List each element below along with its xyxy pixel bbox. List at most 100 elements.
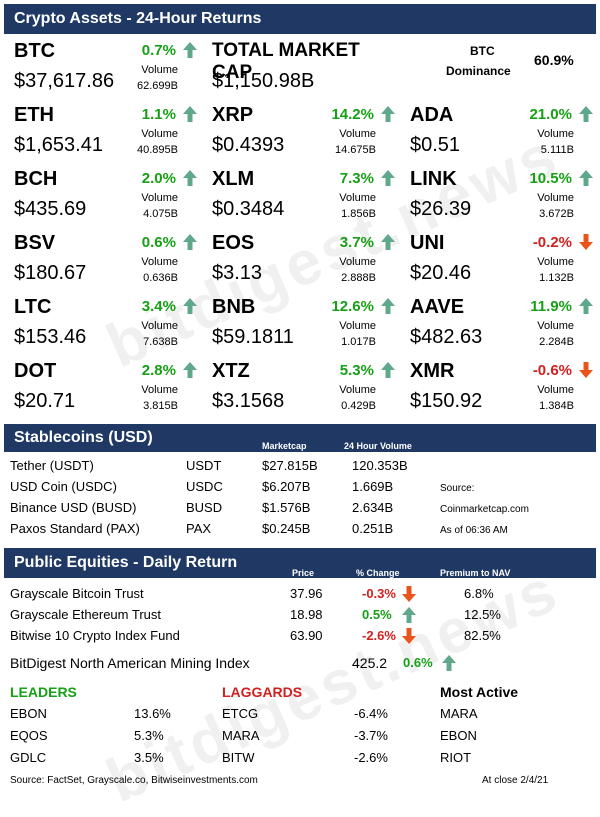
asset-price: $20.71 — [14, 390, 76, 412]
equity-change: -0.3% — [362, 586, 396, 601]
asset-price: $435.69 — [14, 198, 87, 220]
most-active-ticker: EBON — [440, 728, 477, 743]
asset-volume-label: Volume — [537, 320, 574, 332]
stablecoin-marketcap: $27.815B — [262, 458, 318, 473]
asset-cell-bnb: BNB $59.1811 12.6% Volume 1.017B — [202, 292, 398, 356]
asset-volume: 40.895B — [137, 144, 178, 156]
asset-change: 1.1% — [141, 106, 176, 123]
asset-symbol: BNB — [212, 296, 256, 318]
arrow-up-icon — [381, 234, 395, 250]
arrow-up-icon — [579, 298, 593, 314]
asset-cell-dot: DOT $20.71 2.8% Volume 3.815B — [4, 356, 200, 420]
asset-price: $0.51 — [410, 134, 461, 156]
leaders-title: LEADERS — [10, 684, 77, 700]
leader-value: 5.3% — [134, 728, 164, 743]
asset-volume-label: Volume — [537, 128, 574, 140]
laggard-ticker: ETCG — [222, 706, 259, 721]
arrow-up-icon — [381, 362, 395, 378]
stablecoin-ticker: PAX — [186, 521, 212, 536]
stablecoin-volume: 120.353B — [352, 458, 408, 473]
asset-symbol: BCH — [14, 168, 58, 190]
stablecoins-col-marketcap: Marketcap — [262, 441, 307, 451]
stablecoin-name: Paxos Standard (PAX) — [10, 521, 140, 536]
equities-title-bar: Public Equities - Daily Return Price % C… — [4, 548, 596, 578]
asset-symbol: AAVE — [410, 296, 465, 318]
asset-cell-ltc: LTC $153.46 3.4% Volume 7.638B — [4, 292, 200, 356]
asset-price: $150.92 — [410, 390, 483, 412]
asset-change: 11.9% — [530, 298, 572, 315]
asset-volume-label: Volume — [339, 320, 376, 332]
arrow-up-icon — [183, 170, 197, 186]
total-market-cap-value: $1,150.98B — [212, 70, 315, 92]
asset-volume: 14.675B — [335, 144, 376, 156]
leader-ticker: EQOS — [10, 728, 48, 743]
asset-change: 0.7% — [141, 42, 176, 59]
arrow-down-icon — [402, 586, 416, 602]
asset-volume-label: Volume — [141, 384, 178, 396]
equity-name: Bitwise 10 Crypto Index Fund — [10, 628, 180, 643]
asset-symbol: DOT — [14, 360, 57, 382]
asset-volume: 7.638B — [143, 336, 178, 348]
asset-volume-label: Volume — [141, 256, 178, 268]
equity-change: -2.6% — [362, 628, 396, 643]
btc-dominance-label-1: BTC — [470, 44, 495, 58]
asset-volume: 2.888B — [341, 272, 376, 284]
asset-price: $180.67 — [14, 262, 87, 284]
asset-cell-link: LINK $26.39 10.5% Volume 3.672B — [400, 164, 596, 228]
asset-volume-label: Volume — [339, 128, 376, 140]
asset-change: 0.6% — [141, 234, 176, 251]
asset-cell-eos: EOS $3.13 3.7% Volume 2.888B — [202, 228, 398, 292]
arrow-up-icon — [402, 607, 416, 623]
crypto-grid: TOTAL MARKET CAP $1,150.98B BTC Dominanc… — [4, 36, 596, 420]
asset-symbol: LINK — [410, 168, 457, 190]
stablecoins-as-of: As of 06:36 AM — [440, 525, 508, 536]
asset-cell-uni: UNI $20.46 -0.2% Volume 1.132B — [400, 228, 596, 292]
equities-title: Public Equities - Daily Return — [14, 554, 238, 571]
asset-change: 3.7% — [339, 234, 374, 251]
arrow-up-icon — [183, 362, 197, 378]
equities-col-change: % Change — [356, 568, 400, 578]
asset-change: 3.4% — [141, 298, 176, 315]
stablecoin-ticker: USDT — [186, 458, 222, 473]
laggard-ticker: BITW — [222, 750, 255, 765]
asset-volume-label: Volume — [141, 320, 178, 332]
arrow-up-icon — [183, 234, 197, 250]
asset-symbol: XMR — [410, 360, 455, 382]
stablecoin-volume: 2.634B — [352, 500, 394, 515]
asset-volume: 5.111B — [540, 144, 574, 156]
arrow-up-icon — [381, 298, 395, 314]
stablecoin-marketcap: $1.576B — [262, 500, 311, 515]
asset-change: 2.0% — [141, 170, 176, 187]
asset-cell-xlm: XLM $0.3484 7.3% Volume 1.856B — [202, 164, 398, 228]
equities-col-premium: Premium to NAV — [440, 568, 511, 578]
stablecoin-ticker: BUSD — [186, 500, 223, 515]
asset-change: 10.5% — [529, 170, 572, 187]
asset-symbol: ETH — [14, 104, 54, 126]
equity-change: 0.5% — [362, 607, 392, 622]
footer-sources: Source: FactSet, Grayscale.co, Bitwisein… — [10, 775, 258, 786]
asset-cell-aave: AAVE $482.63 11.9% Volume 2.284B — [400, 292, 596, 356]
equity-premium: 12.5% — [464, 607, 501, 622]
asset-symbol: BSV — [14, 232, 56, 254]
asset-price: $3.1568 — [212, 390, 285, 412]
asset-volume: 1.017B — [341, 336, 376, 348]
asset-cell-btc: BTC $37,617.86 0.7% Volume 62.699B — [4, 36, 200, 100]
asset-symbol: EOS — [212, 232, 255, 254]
asset-change: 2.8% — [141, 362, 176, 379]
asset-price: $37,617.86 — [14, 70, 115, 92]
asset-volume: 3.815B — [143, 400, 178, 412]
asset-price: $482.63 — [410, 326, 483, 348]
laggard-value: -6.4% — [354, 706, 388, 721]
asset-volume: 1.856B — [341, 208, 376, 220]
asset-volume: 0.429B — [341, 400, 376, 412]
asset-change: 5.3% — [339, 362, 374, 379]
crypto-title: Crypto Assets - 24-Hour Returns — [14, 10, 262, 27]
footer-close: At close 2/4/21 — [482, 775, 549, 786]
btc-dominance-value: 60.9% — [534, 52, 574, 68]
asset-symbol: LTC — [14, 296, 52, 318]
mining-index-value: 425.2 — [352, 655, 388, 671]
asset-volume-label: Volume — [537, 192, 574, 204]
arrow-up-icon — [183, 42, 197, 58]
stablecoin-volume: 1.669B — [352, 479, 394, 494]
stablecoin-marketcap: $0.245B — [262, 521, 311, 536]
